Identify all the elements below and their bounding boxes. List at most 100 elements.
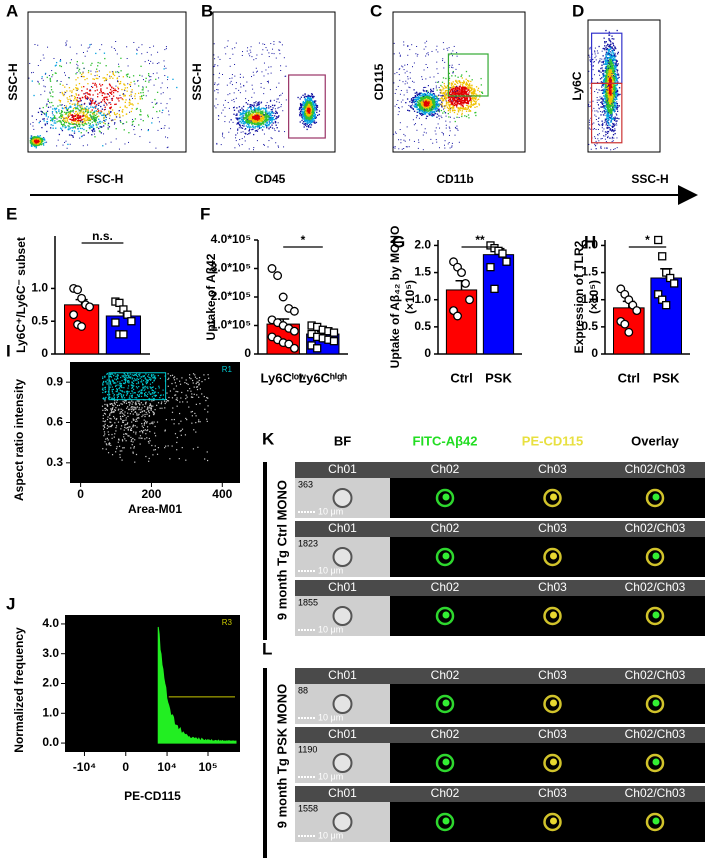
event-dot [156,72,158,74]
event-dot [441,117,443,119]
event-dot [475,101,477,103]
event-dot [59,60,62,62]
event-dot [82,122,84,124]
event-dot [104,120,106,122]
event-dot [263,75,265,77]
event-dot [104,114,106,116]
event-dot [71,116,73,119]
event-dot [260,124,263,126]
event-dot [430,114,432,116]
event-dot [299,103,302,106]
event-dot [80,104,82,106]
event-dot [33,140,35,142]
event-dot [421,99,424,101]
event-dot [311,108,313,111]
event-dot [71,90,73,92]
event-dot [236,118,238,120]
event-dot [100,126,102,128]
event-dot [64,113,67,115]
event-dot [394,105,396,107]
event-dot [65,42,67,44]
event-dot [427,108,429,110]
event-dot [260,112,262,114]
event-dot [435,110,437,112]
event-dot [608,45,610,48]
event-dot [280,69,282,71]
event-dot [61,114,64,116]
event-dot [441,102,443,104]
event-dot [458,99,460,101]
event-dot [302,103,304,105]
event-dot [436,103,438,105]
event-dot [413,100,415,103]
event-dot [33,137,35,139]
event-dot [307,95,309,98]
event-dot [62,124,64,127]
event-dot [34,136,36,139]
event-dot [426,53,428,55]
event-dot [469,89,471,92]
event-dot [237,122,240,125]
event-dot [422,103,424,105]
event-dot [278,82,280,84]
event-dot [107,128,109,130]
event-dot [67,100,69,103]
event-dot [43,85,45,87]
event-dot [78,123,81,125]
event-dot [424,94,426,96]
event-dot [233,98,235,100]
event-dot [34,140,36,143]
event-dot [457,76,459,78]
event-dot [451,100,453,102]
event-dot [106,113,108,116]
event-dot [428,105,430,108]
event-dot [393,146,395,148]
event-dot [140,129,142,131]
event-dot [311,116,313,118]
event-dot [270,111,272,113]
event-dot [244,128,247,130]
event-dot [417,103,420,106]
event-dot [105,80,107,82]
event-dot [243,125,245,127]
event-dot [160,128,162,130]
event-dot [126,75,129,78]
event-dot [442,77,445,79]
event-dot [427,96,430,98]
event-dot [472,103,475,105]
event-dot [433,101,435,103]
event-dot [285,99,287,101]
event-dot [314,103,316,106]
event-dot [74,115,76,117]
event-dot [467,85,469,88]
event-dot [239,114,241,116]
event-dot [449,127,451,129]
event-dot [59,92,61,94]
event-dot [153,84,155,86]
event-dot [130,93,132,96]
event-dot [32,138,35,141]
event-dot [413,89,415,91]
event-dot [43,113,46,115]
event-dot [239,120,242,123]
event-dot [42,142,45,145]
event-dot [402,66,404,68]
event-dot [77,118,80,120]
event-dot [278,146,280,148]
event-dot [393,42,395,44]
event-dot [243,113,245,115]
event-dot [446,106,449,108]
event-dot [141,98,143,100]
event-dot [439,89,441,91]
event-dot [149,141,151,143]
event-dot [257,114,259,116]
event-dot [251,121,253,123]
event-dot [431,98,433,100]
event-dot [442,95,444,97]
event-dot [100,90,102,93]
event-dot [417,147,419,149]
event-dot [451,83,454,85]
event-dot [442,94,444,96]
event-dot [422,100,424,102]
event-dot [421,124,423,126]
